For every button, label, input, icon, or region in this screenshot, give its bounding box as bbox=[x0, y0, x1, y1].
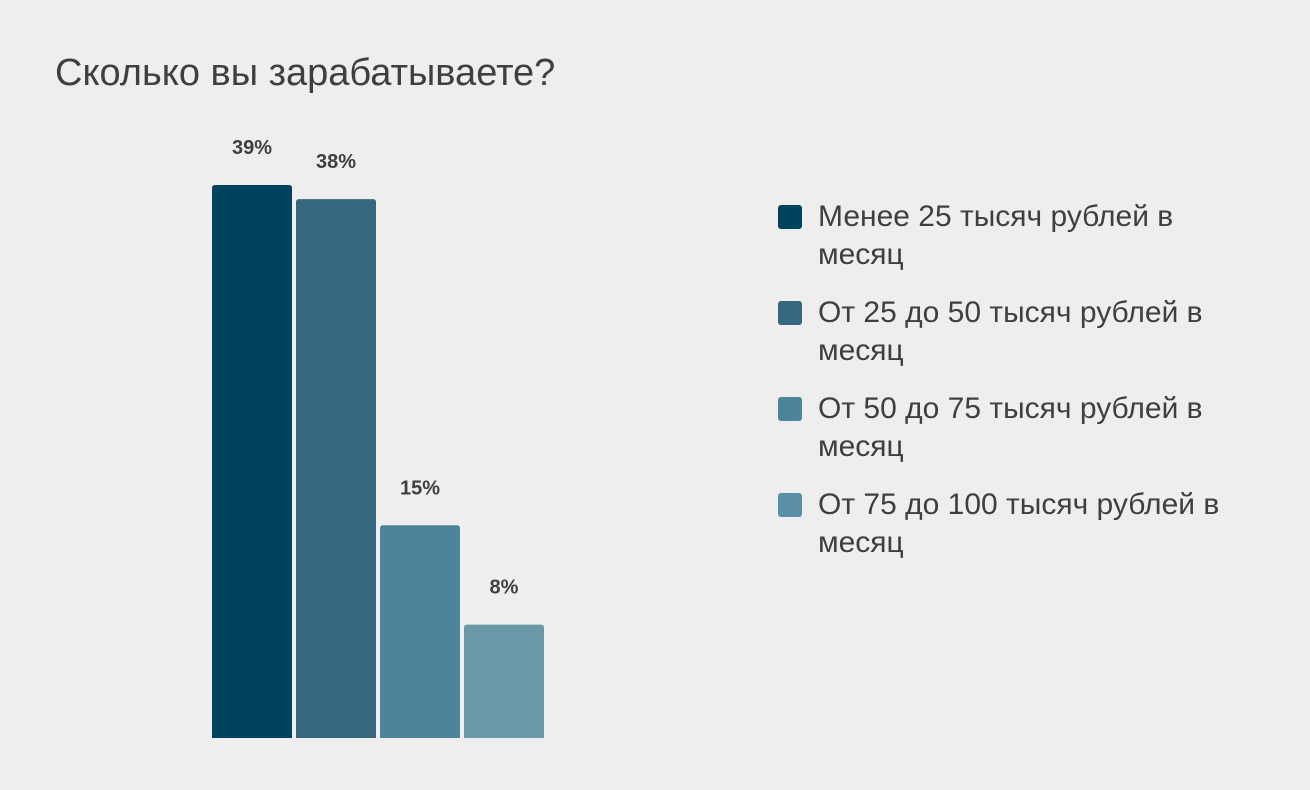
bar-value-label: 15% bbox=[400, 477, 440, 499]
legend: Менее 25 тысяч рублей в месяц От 25 до 5… bbox=[778, 198, 1298, 582]
legend-swatch bbox=[778, 205, 802, 229]
bar-value-label: 38% bbox=[316, 151, 356, 173]
legend-label: От 50 до 75 тысяч рублей в месяц bbox=[818, 392, 1203, 463]
legend-item: Менее 25 тысяч рублей в месяц bbox=[778, 198, 1298, 274]
bar-value-label: 8% bbox=[490, 577, 519, 599]
chart-title: Сколько вы зарабатываете? bbox=[55, 52, 556, 94]
legend-swatch bbox=[778, 397, 802, 421]
bar-chart: 39% 38% 15% 8% bbox=[212, 137, 544, 738]
legend-item: От 75 до 100 тысяч рублей в месяц bbox=[778, 486, 1298, 562]
legend-swatch bbox=[778, 301, 802, 325]
bar bbox=[296, 199, 376, 738]
bar-value-label: 39% bbox=[232, 137, 272, 159]
legend-label: От 25 до 50 тысяч рублей в месяц bbox=[818, 296, 1203, 367]
bar bbox=[380, 525, 460, 738]
legend-label: От 75 до 100 тысяч рублей в месяц bbox=[818, 488, 1220, 559]
legend-label: Менее 25 тысяч рублей в месяц bbox=[818, 200, 1174, 271]
legend-item: От 50 до 75 тысяч рублей в месяц bbox=[778, 390, 1298, 466]
bar bbox=[464, 624, 544, 738]
legend-item: От 25 до 50 тысяч рублей в месяц bbox=[778, 294, 1298, 370]
legend-swatch bbox=[778, 493, 802, 517]
bar bbox=[212, 185, 292, 738]
